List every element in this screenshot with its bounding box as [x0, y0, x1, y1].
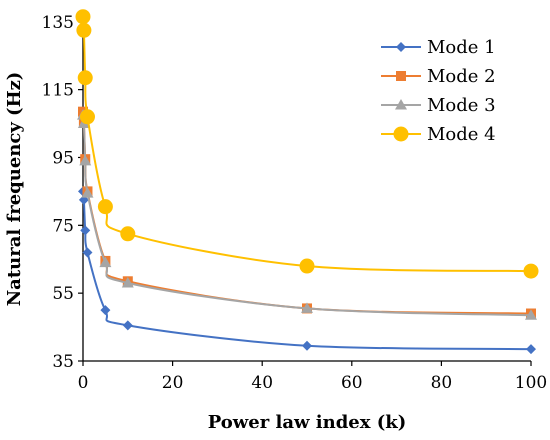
data-point	[523, 263, 539, 279]
data-point	[100, 305, 111, 316]
legend-label: Mode 3	[427, 95, 496, 116]
series-4	[75, 9, 539, 279]
data-point	[301, 302, 313, 313]
legend-label: Mode 4	[427, 124, 496, 145]
data-point	[81, 187, 94, 198]
data-point	[99, 256, 112, 268]
series-layer	[75, 9, 539, 355]
x-axis-title: Power law index (k)	[208, 412, 406, 433]
legend-marker	[395, 99, 407, 110]
x-tick-label: 0	[78, 373, 89, 393]
legend-marker	[396, 71, 406, 81]
y-tick-label: 115	[42, 81, 74, 101]
data-point	[79, 154, 92, 166]
data-point	[97, 199, 113, 215]
data-point	[82, 247, 93, 258]
data-point	[121, 276, 134, 288]
x-tick-label: 60	[341, 373, 363, 393]
legend-label: Mode 2	[427, 66, 496, 87]
x-tick-label: 100	[515, 373, 547, 393]
legend-item: Mode 3	[381, 95, 496, 116]
tick-labels: 35 55 75 95 115 135 0 20 40 60 80 100	[42, 13, 548, 393]
data-point	[120, 226, 136, 242]
y-tick-label: 35	[52, 352, 74, 372]
data-point	[79, 109, 95, 125]
data-point	[526, 344, 536, 355]
legend-marker	[393, 126, 409, 142]
y-tick-label: 135	[42, 13, 74, 33]
data-point	[80, 225, 91, 236]
legend-label: Mode 1	[427, 37, 496, 58]
legend-item: Mode 1	[381, 37, 496, 58]
x-tick-label: 40	[251, 373, 273, 393]
data-point	[77, 70, 93, 86]
legend-item: Mode 2	[381, 66, 496, 87]
data-point	[525, 309, 537, 320]
data-point	[122, 320, 133, 331]
data-point	[76, 22, 92, 38]
legend-marker	[396, 42, 406, 52]
legend-item: Mode 4	[381, 124, 496, 145]
data-point	[75, 9, 91, 25]
y-axis-title: Natural frequency (Hz)	[4, 72, 25, 307]
data-point	[302, 340, 312, 351]
legend: Mode 1 Mode 2 Mode 3 Mode 4	[381, 37, 496, 145]
y-tick-label: 95	[52, 148, 74, 168]
data-point	[299, 258, 315, 274]
x-tick-label: 80	[431, 373, 453, 393]
y-tick-label: 55	[52, 284, 74, 304]
x-tick-label: 20	[162, 373, 184, 393]
y-tick-label: 75	[52, 216, 74, 236]
